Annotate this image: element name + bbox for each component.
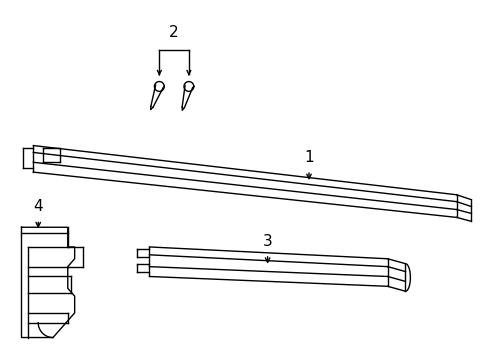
Text: 3: 3 [262,234,272,249]
Text: 2: 2 [169,25,179,40]
Text: 4: 4 [33,199,43,215]
Text: 1: 1 [304,150,313,165]
